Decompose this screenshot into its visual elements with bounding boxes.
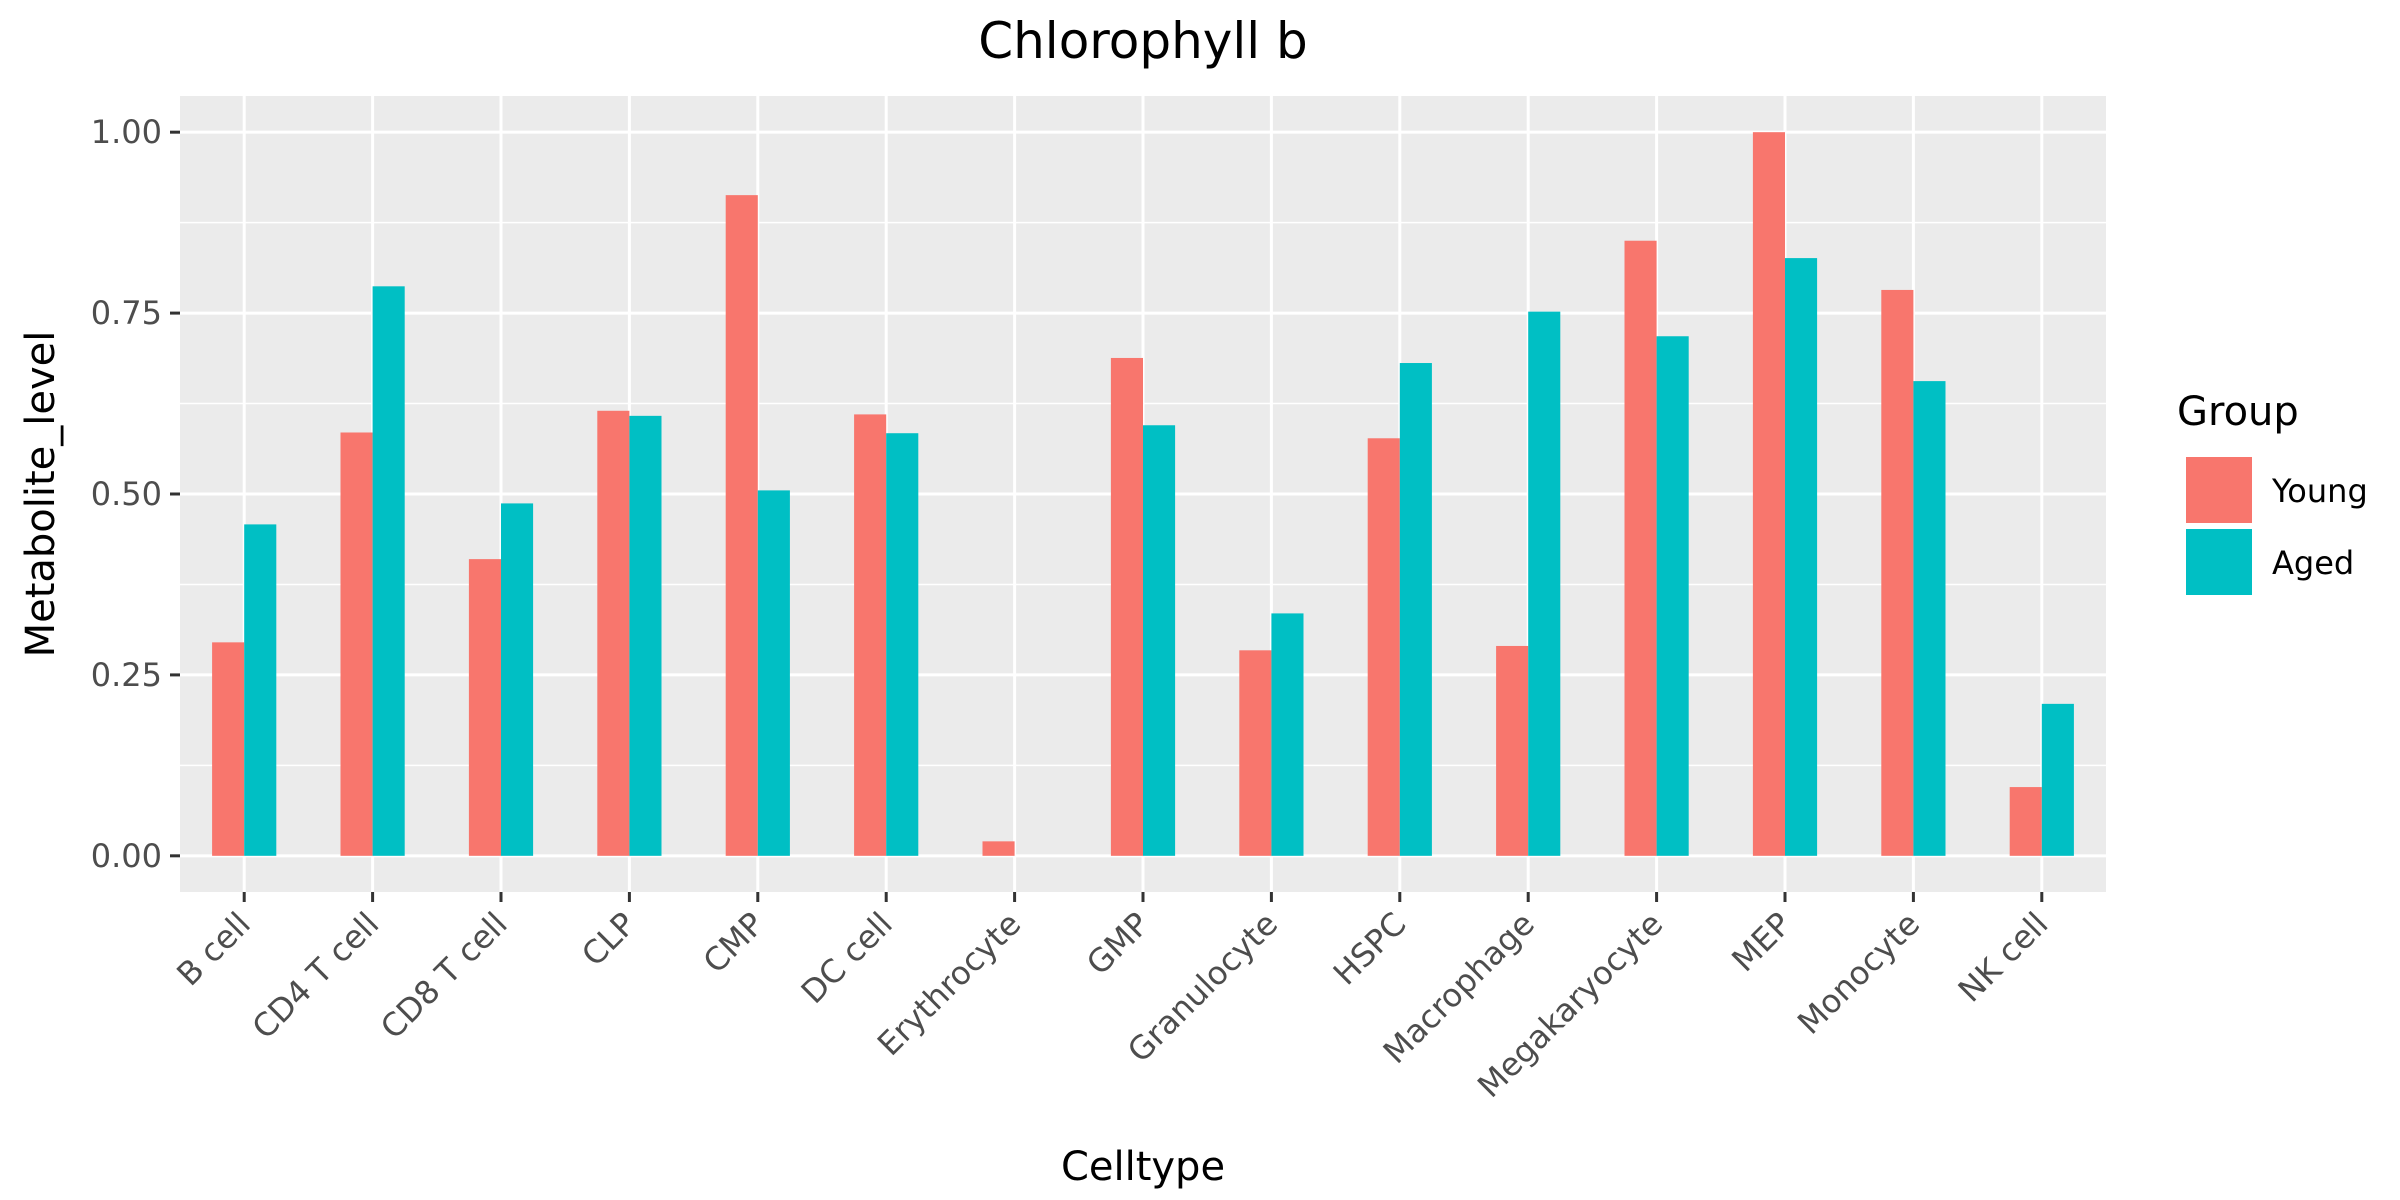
bar-young [2009, 787, 2042, 856]
x-tick-label: CLP [574, 905, 643, 974]
bar-young [1624, 240, 1657, 856]
legend-label: Aged [2272, 544, 2354, 582]
x-tick-label: CD4 T cell [245, 905, 387, 1047]
x-tick-label: NK cell [1951, 905, 2056, 1010]
y-tick-label: 1.00 [91, 113, 162, 151]
legend-key-aged [2186, 529, 2252, 595]
bar-young [854, 414, 887, 856]
y-tick-label: 0.75 [91, 294, 162, 332]
bars [212, 132, 2074, 856]
legend-key-young [2186, 457, 2252, 523]
bar-aged [1399, 363, 1432, 856]
x-tick-label: DC cell [794, 905, 900, 1011]
bar-aged [1656, 336, 1689, 856]
x-tick-label: GMP [1079, 905, 1157, 983]
bar-young [1367, 438, 1400, 856]
bar-young [1881, 289, 1914, 856]
bar-aged [1271, 613, 1304, 856]
bar-aged [1143, 425, 1176, 856]
bar-aged [244, 524, 277, 856]
bar-young [1752, 132, 1785, 856]
bar-young [982, 841, 1015, 856]
y-tick-label: 0.50 [91, 475, 162, 513]
y-tick-label: 0.00 [91, 837, 162, 875]
bar-aged [2041, 703, 2074, 856]
legend: Group Young Aged [2177, 389, 2368, 595]
bar-young [1496, 645, 1529, 856]
chart-title: Chlorophyll b [978, 12, 1308, 70]
y-tick-label: 0.25 [91, 656, 162, 694]
bar-aged [372, 286, 405, 856]
x-tick-label: HSPC [1326, 905, 1414, 993]
x-tick-label: MEP [1724, 905, 1798, 979]
bar-young [1110, 357, 1143, 856]
x-tick-label: Monocyte [1790, 905, 1927, 1042]
bar-aged [1528, 311, 1561, 856]
bar-aged [629, 415, 662, 856]
bar-young [1239, 650, 1272, 856]
bar-aged [501, 503, 534, 856]
bar-aged [1785, 258, 1818, 856]
bar-aged [886, 433, 919, 856]
x-axis-title: Celltype [1061, 1144, 1225, 1190]
y-axis-title: Metabolite_level [18, 331, 64, 658]
x-tick-label: CD8 T cell [373, 905, 515, 1047]
bar-young [597, 410, 630, 856]
bar-aged [1913, 381, 1946, 856]
bar-young [212, 642, 245, 856]
y-axis: 0.00 0.25 0.50 0.75 1.00 [91, 113, 180, 875]
bar-young [340, 432, 373, 856]
x-tick-label: B cell [169, 905, 258, 994]
legend-title: Group [2177, 389, 2299, 435]
x-tick-label: CMP [696, 905, 772, 981]
bar-aged [757, 490, 790, 856]
bar-young [725, 195, 758, 856]
bar-young [468, 559, 501, 856]
legend-label: Young [2271, 472, 2368, 510]
